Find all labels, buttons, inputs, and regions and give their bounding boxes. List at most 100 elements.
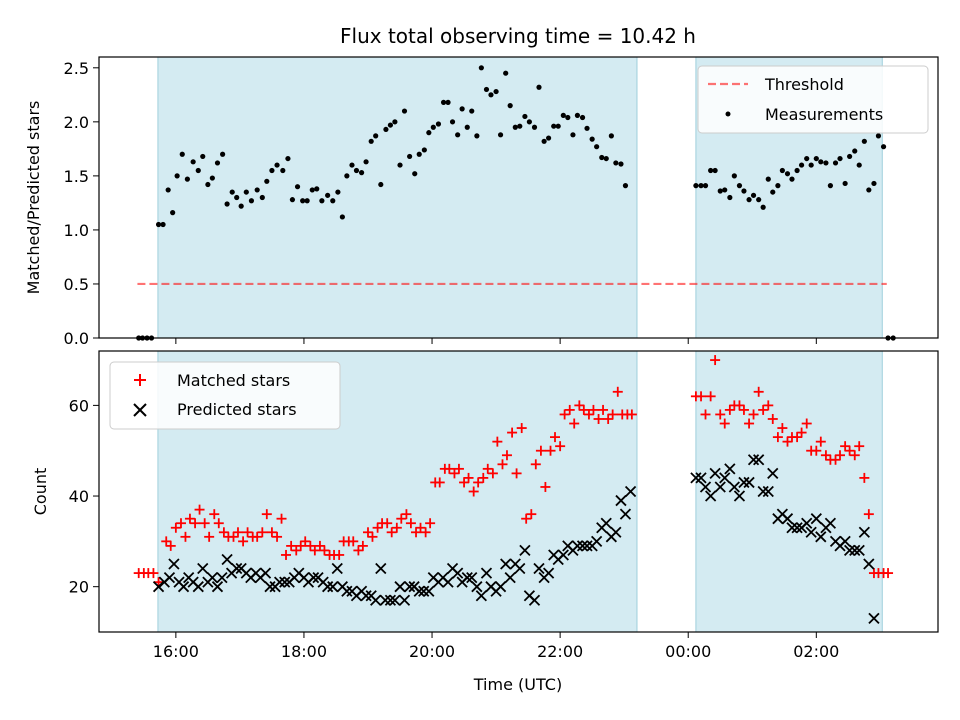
matched-star-point — [420, 527, 431, 538]
matched-star-point — [266, 527, 277, 538]
measurement-point — [353, 167, 360, 174]
predicted-star-point — [494, 581, 507, 593]
measurement-point — [731, 173, 737, 179]
predicted-star-point — [747, 454, 760, 466]
measurement-point — [229, 189, 235, 195]
measurement-point — [314, 186, 320, 192]
measurement-point — [200, 153, 206, 160]
bottom-y-ticks: 20 40 60 — [69, 396, 99, 597]
top-y-tick-label: 2.5 — [64, 59, 89, 78]
matched-star-point — [405, 518, 416, 529]
matched-star-point — [353, 545, 364, 556]
matched-star-point — [767, 413, 778, 424]
measurement-point — [464, 124, 470, 130]
measurement-point — [383, 126, 389, 133]
measurement-point — [430, 124, 436, 130]
matched-star-point — [492, 436, 503, 447]
predicted-star-point — [767, 467, 779, 480]
measurement-point — [238, 203, 244, 209]
matched-star-point — [482, 463, 493, 474]
predicted-star-point — [394, 581, 406, 593]
top-legend-box — [697, 65, 929, 134]
matched-star-point — [449, 468, 460, 479]
measurement-point — [224, 201, 230, 207]
matched-star-point — [540, 481, 551, 492]
measurement-point — [190, 159, 196, 165]
predicted-star-point — [705, 490, 717, 502]
bottom-legend-box — [109, 361, 341, 430]
measurement-point — [798, 162, 805, 168]
predicted-star-point — [791, 522, 803, 534]
matched-star-point — [792, 432, 803, 443]
measurement-point — [358, 170, 365, 176]
measurement-point — [195, 167, 201, 174]
matched-star-point — [863, 509, 874, 520]
measurement-point — [397, 162, 403, 168]
matched-star-point — [758, 404, 769, 415]
predicted-star-point — [805, 526, 817, 538]
measurement-point — [155, 221, 162, 228]
matched-star-point — [372, 522, 383, 533]
measurement-point — [779, 167, 785, 174]
predicted-star-point — [619, 508, 632, 520]
matched-star-point — [334, 549, 345, 560]
matched-star-point — [715, 409, 726, 420]
matched-star-point — [705, 391, 716, 402]
measurement-point — [531, 124, 538, 130]
measurement-point — [584, 125, 590, 131]
predicted-star-point — [728, 481, 740, 493]
matched-star-point — [724, 404, 735, 415]
top-y-ticks: 0.0 0.5 1.0 1.5 2.0 2.5 — [64, 59, 99, 348]
predicted-star-point — [590, 535, 603, 547]
measurement-point — [613, 160, 619, 166]
bottom-series-layer — [133, 355, 894, 625]
measurement-point — [319, 198, 325, 204]
legend-matched-label: Matched stars — [177, 371, 290, 390]
predicted-star-point — [163, 571, 176, 584]
measurement-point — [570, 132, 576, 138]
measurement-point — [546, 135, 552, 141]
matched-star-point — [309, 545, 320, 556]
matched-star-point — [415, 522, 426, 533]
measurement-point — [880, 144, 887, 150]
measurement-point — [205, 181, 211, 188]
matched-star-point — [748, 409, 759, 420]
predicted-star-point — [810, 513, 822, 525]
predicted-star-point — [360, 590, 372, 602]
matched-star-point — [844, 445, 855, 456]
matched-star-point — [319, 545, 330, 556]
matched-star-point — [738, 404, 749, 415]
predicted-star-point — [398, 594, 411, 606]
top-y-axis-label: Matched/Predicted stars — [24, 101, 43, 295]
measurement-point — [285, 155, 291, 162]
matched-star-point — [213, 518, 224, 529]
matched-star-point — [530, 459, 541, 470]
measurement-point — [794, 167, 800, 174]
measurement-point — [702, 183, 709, 189]
predicted-star-point — [849, 544, 861, 557]
matched-star-point — [811, 445, 822, 456]
predicted-star-point — [442, 576, 454, 588]
measurement-point — [784, 171, 791, 177]
bot-y-tick-label: 20 — [69, 578, 89, 597]
matched-star-point — [569, 418, 580, 429]
predicted-star-point — [418, 585, 430, 597]
measurement-point — [866, 187, 872, 193]
legend-predicted-label: Predicted stars — [177, 400, 297, 419]
measurement-point — [373, 133, 379, 139]
matched-star-point — [501, 450, 512, 461]
matched-star-point — [883, 568, 894, 579]
predicted-star-point — [863, 558, 875, 570]
matched-star-point — [291, 545, 302, 556]
predicted-star-point — [341, 585, 353, 597]
predicted-star-point — [858, 526, 870, 538]
top-x-ticks — [175, 338, 817, 344]
measurement-point — [300, 198, 306, 204]
predicted-star-point — [221, 553, 233, 566]
measurement-point — [526, 119, 532, 125]
predicted-star-point — [480, 567, 493, 579]
bot-x-tick-label: 20:00 — [409, 642, 455, 661]
predicted-star-point — [581, 540, 593, 552]
measurement-point — [536, 84, 542, 90]
measurement-point — [579, 114, 586, 121]
